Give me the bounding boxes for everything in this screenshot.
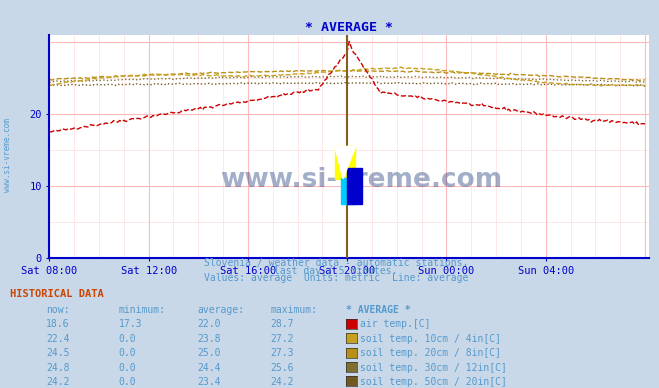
Text: Slovenia / weather data - automatic stations.: Slovenia / weather data - automatic stat… [204, 258, 469, 268]
Text: www.si-vreme.com: www.si-vreme.com [220, 167, 502, 193]
Text: 27.3: 27.3 [270, 348, 294, 358]
Text: now:: now: [46, 305, 70, 315]
Text: 27.2: 27.2 [270, 334, 294, 344]
Text: 17.3: 17.3 [119, 319, 142, 329]
Text: 24.2: 24.2 [46, 377, 70, 387]
Text: soil temp. 10cm / 4in[C]: soil temp. 10cm / 4in[C] [360, 334, 501, 344]
Text: 0.0: 0.0 [119, 348, 136, 358]
Bar [341, 178, 355, 204]
Text: air temp.[C]: air temp.[C] [360, 319, 431, 329]
Text: 24.5: 24.5 [46, 348, 70, 358]
Text: * AVERAGE *: * AVERAGE * [346, 305, 411, 315]
Bar [335, 147, 355, 179]
Text: soil temp. 20cm / 8in[C]: soil temp. 20cm / 8in[C] [360, 348, 501, 358]
Text: minimum:: minimum: [119, 305, 165, 315]
Text: 23.4: 23.4 [198, 377, 221, 387]
Text: soil temp. 30cm / 12in[C]: soil temp. 30cm / 12in[C] [360, 362, 507, 372]
Text: soil temp. 50cm / 20in[C]: soil temp. 50cm / 20in[C] [360, 377, 507, 387]
Bar [347, 168, 362, 204]
Text: 0.0: 0.0 [119, 362, 136, 372]
Text: 24.2: 24.2 [270, 377, 294, 387]
Text: Values: average  Units: metric  Line: average: Values: average Units: metric Line: aver… [204, 273, 469, 283]
Text: average:: average: [198, 305, 244, 315]
Text: 0.0: 0.0 [119, 334, 136, 344]
Text: 22.0: 22.0 [198, 319, 221, 329]
Text: last day / 5 minutes.: last day / 5 minutes. [274, 265, 398, 275]
Text: 25.0: 25.0 [198, 348, 221, 358]
Title: * AVERAGE *: * AVERAGE * [305, 21, 393, 34]
Text: 23.8: 23.8 [198, 334, 221, 344]
Text: www.si-vreme.com: www.si-vreme.com [3, 118, 13, 192]
Text: 24.4: 24.4 [198, 362, 221, 372]
Text: maximum:: maximum: [270, 305, 317, 315]
Polygon shape [335, 147, 355, 179]
Text: 22.4: 22.4 [46, 334, 70, 344]
Text: 24.8: 24.8 [46, 362, 70, 372]
Text: 25.6: 25.6 [270, 362, 294, 372]
Text: 28.7: 28.7 [270, 319, 294, 329]
Text: 0.0: 0.0 [119, 377, 136, 387]
Text: HISTORICAL DATA: HISTORICAL DATA [10, 289, 103, 299]
Text: 18.6: 18.6 [46, 319, 70, 329]
